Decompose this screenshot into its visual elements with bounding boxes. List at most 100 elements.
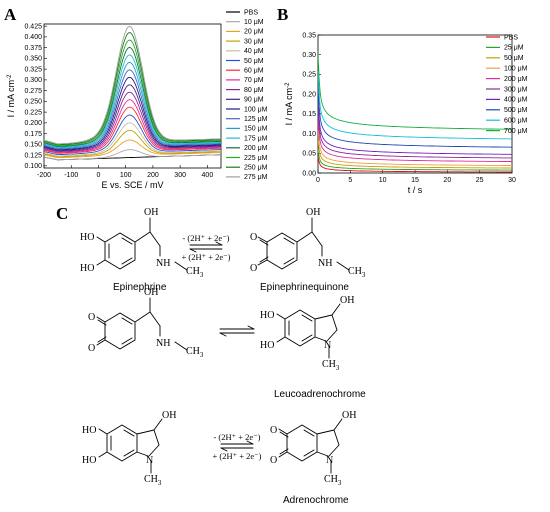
atom-label: N — [324, 340, 331, 351]
atom-label: O — [88, 312, 95, 323]
legend-entry: 500 μM — [504, 107, 528, 114]
adrenochrome-structure: O O OH N CH3 — [270, 410, 356, 487]
x-tick-label: 25 — [476, 177, 484, 184]
y-tick-label: 0.225 — [24, 109, 42, 116]
legend-entry: 275 μM — [244, 174, 268, 181]
y-tick-label: 0.325 — [24, 66, 42, 73]
y-tick-label: 0.425 — [24, 23, 42, 30]
x-tick-label: -100 — [64, 172, 78, 179]
x-tick-label: -200 — [37, 172, 51, 179]
x-tick-label: 10 — [379, 177, 387, 184]
atom-label: NH — [156, 258, 170, 269]
atom-label: CH3 — [186, 266, 204, 279]
series-group — [318, 53, 512, 173]
series-line-80-μM — [44, 91, 221, 153]
arrow-label-bottom: + (2H⁺ + 2e⁻) — [181, 252, 230, 262]
atom-label: HO — [80, 232, 94, 243]
series-line-225-μM — [44, 39, 221, 147]
x-tick-label: 300 — [174, 172, 186, 179]
legend-entry: 400 μM — [504, 97, 528, 104]
series-line-100-μM — [318, 130, 512, 166]
x-tick-label: 0 — [316, 177, 320, 184]
legend-entry: 40 μM — [244, 48, 264, 55]
legend-entry: 600 μM — [504, 118, 528, 125]
legend-entry: PBS — [504, 34, 518, 41]
plot-frame — [43, 23, 222, 169]
atom-label: O — [270, 455, 277, 466]
epinephrinequinone-structure-2: O O OH NH CH3 — [88, 287, 204, 359]
atom-label: OH — [144, 287, 158, 298]
series-line-175-μM — [44, 54, 221, 148]
series-line-300-μM — [318, 109, 512, 159]
atom-label: CH3 — [322, 359, 340, 372]
legend-entry: 100 μM — [504, 66, 528, 73]
series-line-125-μM — [44, 69, 221, 150]
x-axis-label: t / s — [408, 185, 423, 195]
leucoadrenochrome-structure-2: HO HO OH N CH3 — [82, 410, 176, 487]
atom-label: OH — [340, 295, 354, 306]
series-line-50-μM — [44, 114, 221, 156]
y-axis-label: I / mA cm-2 — [6, 74, 16, 118]
y-tick-label: 0.275 — [24, 88, 42, 95]
y-tick-label: 0.30 — [302, 52, 316, 59]
x-axis-label: E vs. SCE / mV — [101, 180, 163, 190]
series-line-200-μM — [318, 119, 512, 162]
legend-entry: 10 μM — [244, 19, 264, 26]
x-tick-label: 5 — [348, 177, 352, 184]
y-tick-label: 0.375 — [24, 45, 42, 52]
legend-entry: 25 μM — [504, 45, 524, 52]
legend-entry: 200 μM — [244, 145, 268, 152]
legend-entry: 60 μM — [244, 68, 264, 75]
atom-label: N — [146, 455, 153, 466]
compound-name-epinephrine: Epinephrine — [113, 282, 167, 293]
compound-name-adrenochrome: Adrenochrome — [283, 495, 349, 506]
y-tick-label: 0.400 — [24, 34, 42, 41]
series-line-90-μM — [44, 84, 221, 152]
compound-name-epinephrinequinone: Epinephrinequinone — [260, 282, 349, 293]
legend-entry: 150 μM — [244, 126, 268, 133]
y-tick-label: 0.15 — [302, 111, 316, 118]
atom-label: HO — [82, 425, 96, 436]
legend-entry: 175 μM — [244, 135, 268, 142]
legend-entry: 225 μM — [244, 155, 268, 162]
atom-label: CH3 — [144, 474, 162, 487]
atom-label: HO — [260, 310, 274, 321]
series-line-500-μM — [318, 85, 512, 148]
atom-label: O — [270, 425, 277, 436]
series-line-10-μM — [44, 149, 221, 161]
legend-entry: 70 μM — [244, 77, 264, 84]
atom-label: HO — [260, 340, 274, 351]
legend-entry: 125 μM — [244, 116, 268, 123]
atom-label: N — [326, 455, 333, 466]
series-line-200-μM — [44, 47, 221, 147]
x-tick-label: 0 — [97, 172, 101, 179]
x-tick-label: 15 — [411, 177, 419, 184]
legend-entry: 80 μM — [244, 87, 264, 94]
series-line-50-μM — [318, 140, 512, 169]
series-line-PBS — [318, 156, 512, 173]
epinephrine-structure: HO HO OH NH CH3 — [80, 207, 204, 279]
legend-entry: 250 μM — [244, 165, 268, 172]
series-line-30-μM — [44, 129, 221, 158]
series-line-150-μM — [44, 61, 221, 149]
atom-label: O — [250, 232, 257, 243]
series-line-275-μM — [44, 26, 221, 145]
series-line-60-μM — [44, 106, 221, 154]
series-group — [44, 26, 221, 161]
y-tick-label: 0.125 — [24, 152, 42, 159]
x-tick-label: 100 — [120, 172, 132, 179]
legend-entry: 30 μM — [244, 38, 264, 45]
y-tick-label: 0.200 — [24, 120, 42, 127]
y-tick-label: 0.20 — [302, 91, 316, 98]
atom-label: O — [88, 343, 95, 354]
legend-entry: 50 μM — [244, 58, 264, 65]
series-line-600-μM — [318, 70, 512, 140]
epinephrinequinone-structure: O O OH NH CH3 — [250, 207, 366, 279]
atom-label: OH — [306, 207, 320, 218]
y-tick-label: 0.05 — [302, 151, 316, 158]
y-tick-label: 0.175 — [24, 131, 42, 138]
legend-entry: 300 μM — [504, 86, 528, 93]
y-tick-label: 0.25 — [302, 72, 316, 79]
